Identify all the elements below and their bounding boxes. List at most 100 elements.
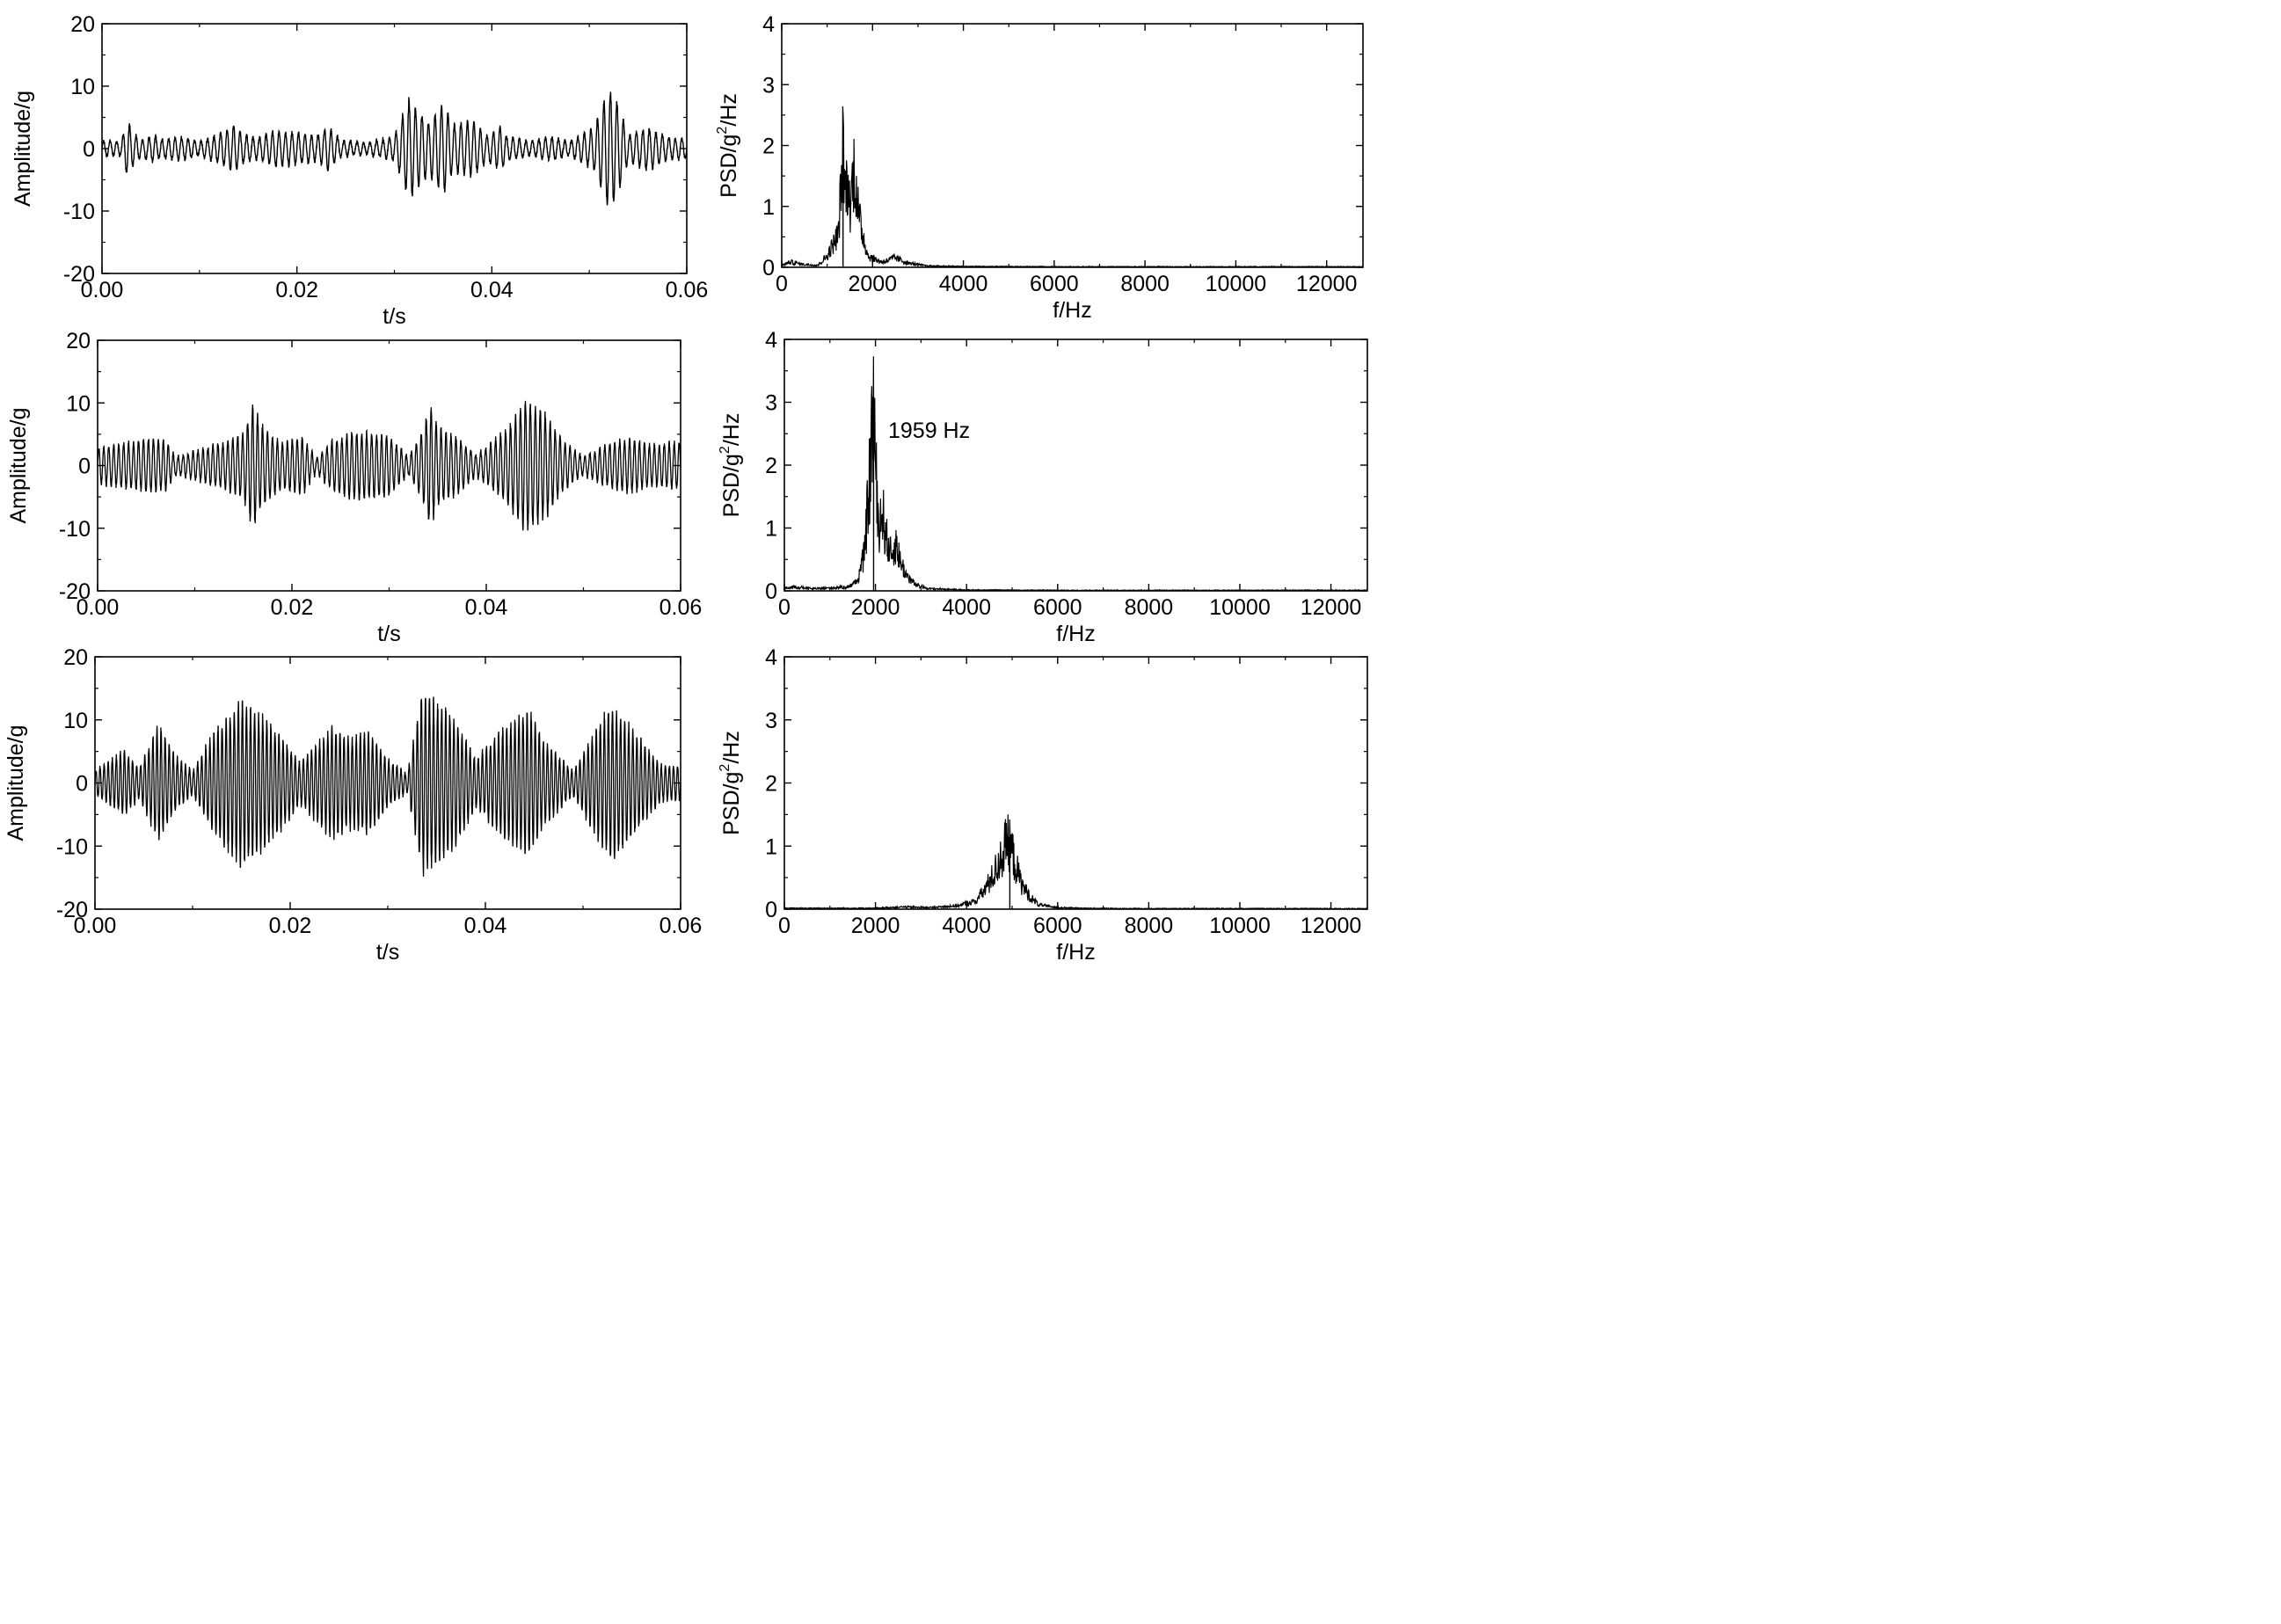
x-tick-label: 6000 <box>1033 595 1082 620</box>
y-tick-label: 20 <box>70 12 95 37</box>
y-axis-label-superscript: 2 <box>715 127 730 135</box>
time-series-line <box>102 91 687 206</box>
y-axis-label: PSD/g2/Hz <box>718 731 744 835</box>
x-tick-label: 0.06 <box>660 914 703 938</box>
peak-frequency-annotation: 1959 Hz <box>888 419 970 443</box>
y-axis-label-tail: /Hz <box>719 731 744 764</box>
y-tick-label: 10 <box>70 75 95 99</box>
y-tick-label: 10 <box>66 391 91 416</box>
figure-canvas: 0.00 0.02 0.04 0.06-20-1001020t/sAmplitude/… <box>4 12 1368 965</box>
y-tick-label: 3 <box>765 391 777 416</box>
y-tick-label: 0 <box>765 579 777 604</box>
x-axis-label: f/Hz <box>1056 940 1095 965</box>
x-tick-label: 0.02 <box>275 278 318 302</box>
y-tick-label: -10 <box>63 200 95 224</box>
x-tick-label: 8000 <box>1120 272 1170 296</box>
x-tick-label: 10000 <box>1206 272 1267 296</box>
x-tick-label: 0.02 <box>271 595 314 620</box>
y-axis-label-main: PSD/g <box>719 454 744 517</box>
x-tick-label: 4000 <box>942 595 991 620</box>
y-tick-label: 0 <box>765 898 777 922</box>
y-axis-label: Amplitude/g <box>11 91 35 207</box>
y-axis-label-superscript: 2 <box>718 446 732 454</box>
x-tick-label: 2000 <box>848 272 897 296</box>
time-series-line <box>98 400 681 531</box>
x-tick-label: 12000 <box>1301 595 1362 620</box>
x-tick-label: 0 <box>778 595 791 620</box>
x-tick-label: 4000 <box>942 914 991 938</box>
chart-panel-3: 0.00 0.02 0.04 0.06 -20 -10 0 10 20 t/s Amplitude/… <box>6 329 702 646</box>
y-tick-label: -20 <box>59 579 91 604</box>
y-tick-label: 3 <box>762 73 775 98</box>
x-tick-label: 0.00 <box>77 595 120 620</box>
y-tick-label: 1 <box>765 834 777 859</box>
y-tick-label: 0 <box>76 772 88 797</box>
x-axis-label: t/s <box>383 304 405 329</box>
x-tick-label: 12000 <box>1301 914 1362 938</box>
x-tick-label: 0 <box>778 914 791 938</box>
y-axis-label: PSD/g2/Hz <box>718 413 744 518</box>
y-tick-label: 2 <box>762 135 775 159</box>
y-axis-label-tail: /Hz <box>719 413 744 447</box>
x-axis-label: f/Hz <box>1056 622 1095 646</box>
y-axis-label-main: PSD/g <box>717 135 741 198</box>
x-tick-label: 0.06 <box>666 278 709 302</box>
x-tick-label: 0.02 <box>269 914 312 938</box>
y-tick-label: 4 <box>765 328 777 353</box>
plot-frame <box>781 23 1364 268</box>
chart-panel-1: 0.00 0.02 0.04 0.06 -20 -10 0 10 20 t/s Amplitude/… <box>11 12 708 329</box>
y-tick-label: -20 <box>56 898 88 922</box>
x-tick-label: 8000 <box>1125 914 1174 938</box>
y-tick-label: 2 <box>765 772 777 797</box>
x-tick-label: 10000 <box>1209 595 1271 620</box>
x-tick-label: 2000 <box>851 914 900 938</box>
chart-panel-5: 0.00 0.02 0.04 0.06 -20 -10 0 10 20 t/s Amplitude/… <box>4 645 702 965</box>
x-tick-label: 2000 <box>851 595 900 620</box>
y-tick-label: 0 <box>762 256 775 280</box>
x-tick-label: 0.00 <box>81 278 124 302</box>
y-tick-label: 4 <box>762 12 775 37</box>
y-tick-label: 20 <box>63 645 88 670</box>
x-tick-label: 8000 <box>1125 595 1174 620</box>
x-tick-label: 6000 <box>1033 914 1082 938</box>
chart-panel-2: 0 2000 4000 6000 8000 10000 12000 0 1 2 3 4 f/Hz PSD/… <box>715 12 1364 323</box>
y-axis-label: Amplitude/g <box>6 407 31 523</box>
x-tick-label: 0.06 <box>660 595 703 620</box>
y-tick-label: 10 <box>63 709 88 733</box>
x-tick-label: 0 <box>776 272 788 296</box>
x-tick-label: 6000 <box>1030 272 1079 296</box>
x-tick-label: 4000 <box>939 272 988 296</box>
x-tick-label: 10000 <box>1209 914 1271 938</box>
y-tick-label: -10 <box>56 834 88 859</box>
y-axis-label: PSD/g2/Hz <box>715 93 741 198</box>
y-tick-label: 0 <box>83 137 95 162</box>
y-tick-label: 2 <box>765 454 777 478</box>
y-tick-label: 4 <box>765 645 777 670</box>
y-axis-label-tail: /Hz <box>717 93 741 127</box>
x-axis-label: t/s <box>376 940 399 965</box>
y-tick-label: 3 <box>765 709 777 733</box>
y-axis-label-superscript: 2 <box>718 764 732 772</box>
y-tick-label: 1 <box>765 517 777 542</box>
chart-panel-6: 0 2000 4000 6000 8000 10000 12000 0 1 2 3 4 f/Hz PSD/… <box>718 645 1368 965</box>
x-axis-label: t/s <box>377 622 400 646</box>
y-axis-label: Amplitude/g <box>4 725 28 841</box>
x-tick-label: 0.04 <box>465 595 508 620</box>
x-tick-label: 0.00 <box>74 914 117 938</box>
x-axis-label: f/Hz <box>1053 298 1091 323</box>
x-tick-label: 0.04 <box>470 278 514 302</box>
psd-spectrum-line <box>784 356 1367 591</box>
psd-spectrum-line <box>784 814 1367 909</box>
psd-spectrum-line <box>782 106 1363 267</box>
y-tick-label: -10 <box>59 517 91 542</box>
y-tick-label: -20 <box>63 262 95 287</box>
x-tick-label: 0.04 <box>464 914 507 938</box>
plot-frame <box>783 656 1368 910</box>
time-series-line <box>95 696 681 878</box>
chart-panel-4: 0 2000 4000 6000 8000 10000 12000 0 1 2 3 4 f/Hz PSD/… <box>718 328 1368 646</box>
y-tick-label: 1 <box>762 195 775 220</box>
y-axis-label-main: PSD/g <box>719 772 744 835</box>
y-tick-label: 20 <box>66 329 91 353</box>
y-tick-label: 0 <box>78 455 91 479</box>
x-tick-label: 12000 <box>1296 272 1358 296</box>
